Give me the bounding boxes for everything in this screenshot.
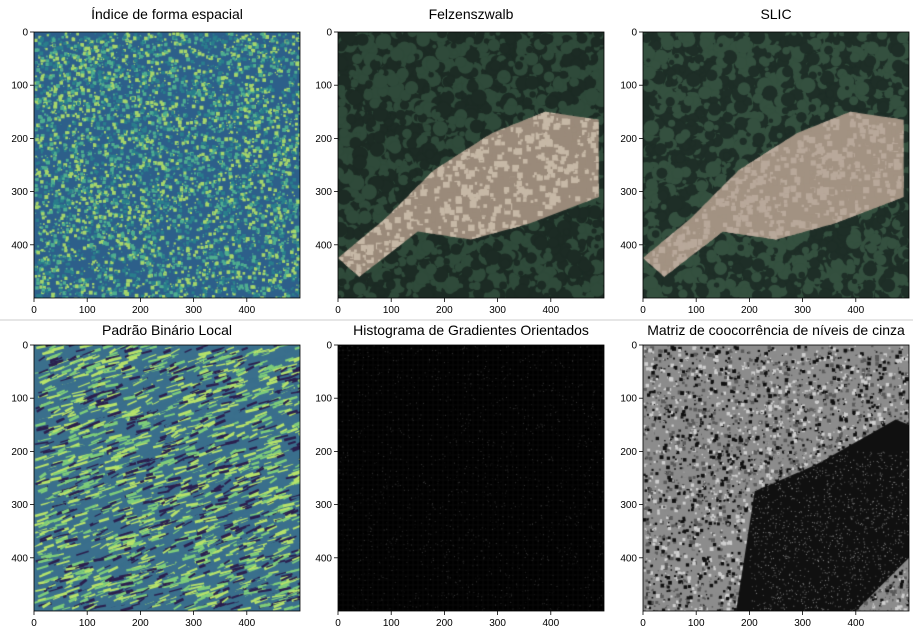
y-tick-label: 300 (11, 500, 28, 511)
y-tick-label: 400 (11, 553, 28, 564)
y-tick-label: 100 (315, 394, 332, 405)
y-tick-label: 200 (11, 447, 28, 458)
y-tick-label: 400 (620, 240, 637, 251)
x-tick-label: 300 (185, 305, 202, 316)
y-tick-label: 100 (11, 394, 28, 405)
y-tick-label: 200 (315, 447, 332, 458)
y-tick-label: 300 (315, 500, 332, 511)
axes-frame (33, 344, 301, 612)
y-tick-label: 400 (620, 553, 637, 564)
x-tick-label: 100 (79, 305, 96, 316)
heatmap-image (338, 32, 604, 298)
x-tick-label: 300 (489, 305, 506, 316)
x-tick-label: 400 (542, 618, 559, 629)
x-tick-label: 300 (185, 618, 202, 629)
x-tick-label: 0 (640, 618, 646, 629)
x-tick-label: 0 (335, 305, 341, 316)
y-tick-label: 0 (326, 341, 332, 352)
axes-frame (33, 31, 301, 299)
x-tick-label: 100 (79, 618, 96, 629)
x-tick-label: 400 (847, 618, 864, 629)
heatmap-image (643, 32, 909, 298)
y-tick-label: 400 (315, 240, 332, 251)
panel-title: SLIC (760, 6, 792, 22)
x-tick-label: 400 (238, 305, 255, 316)
panel-title: Índice de forma espacial (91, 6, 243, 22)
axes-frame (337, 344, 605, 612)
y-tick-label: 100 (620, 81, 637, 92)
x-tick-label: 0 (31, 618, 37, 629)
heatmap-image (338, 345, 604, 611)
x-tick-label: 400 (847, 305, 864, 316)
y-tick-label: 300 (11, 187, 28, 198)
y-tick-label: 0 (22, 341, 28, 352)
x-tick-label: 0 (31, 305, 37, 316)
panel-title: Histograma de Gradientes Orientados (353, 322, 589, 338)
heatmap-image (34, 345, 300, 611)
panel-title: Matriz de coocorrência de níveis de cinz… (647, 322, 905, 338)
y-tick-label: 0 (22, 28, 28, 39)
x-tick-label: 200 (741, 618, 758, 629)
x-tick-label: 200 (436, 305, 453, 316)
x-tick-label: 300 (489, 618, 506, 629)
x-tick-label: 100 (383, 618, 400, 629)
y-tick-label: 400 (11, 240, 28, 251)
panel-title: Padrão Binário Local (102, 322, 232, 338)
y-tick-label: 200 (620, 447, 637, 458)
x-tick-label: 100 (383, 305, 400, 316)
x-tick-label: 400 (238, 618, 255, 629)
y-tick-label: 200 (315, 134, 332, 145)
x-tick-label: 200 (132, 305, 149, 316)
x-tick-label: 200 (741, 305, 758, 316)
y-tick-label: 0 (326, 28, 332, 39)
heatmap-image (34, 32, 300, 298)
y-tick-label: 100 (11, 81, 28, 92)
axes-frame (642, 344, 910, 612)
y-tick-label: 0 (631, 341, 637, 352)
x-tick-label: 300 (794, 305, 811, 316)
y-tick-label: 200 (11, 134, 28, 145)
heatmap-image (643, 345, 909, 611)
x-tick-label: 400 (542, 305, 559, 316)
x-tick-label: 100 (688, 305, 705, 316)
y-tick-label: 400 (315, 553, 332, 564)
y-tick-label: 100 (315, 81, 332, 92)
y-tick-label: 100 (620, 394, 637, 405)
y-tick-label: 300 (315, 187, 332, 198)
axes-frame (642, 31, 910, 299)
y-tick-label: 300 (620, 187, 637, 198)
y-tick-label: 0 (631, 28, 637, 39)
x-tick-label: 0 (640, 305, 646, 316)
row-divider (0, 319, 913, 321)
x-tick-label: 200 (436, 618, 453, 629)
axes-frame (337, 31, 605, 299)
x-tick-label: 100 (688, 618, 705, 629)
y-tick-label: 300 (620, 500, 637, 511)
x-tick-label: 200 (132, 618, 149, 629)
panel-title: Felzenszwalb (428, 6, 514, 22)
y-tick-label: 200 (620, 134, 637, 145)
x-tick-label: 300 (794, 618, 811, 629)
x-tick-label: 0 (335, 618, 341, 629)
